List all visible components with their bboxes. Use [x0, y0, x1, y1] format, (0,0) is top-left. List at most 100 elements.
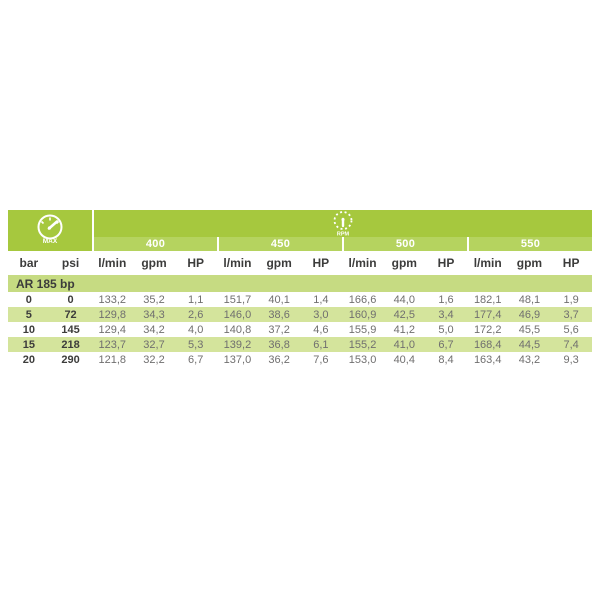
col-header-gpm: gpm	[266, 256, 292, 270]
max-pressure-header-block: MAX	[8, 210, 92, 251]
col-header-psi: psi	[61, 256, 80, 270]
value-cell: 7,6	[313, 353, 329, 366]
col-header-hp: HP	[312, 256, 330, 270]
rpm-value-550: 550	[469, 237, 592, 251]
table-row: 0 0 133,2 35,2 1,1 151,7 40,1 1,4 166,6 …	[8, 292, 592, 307]
value-cell: 166,6	[348, 293, 377, 306]
value-cell: 36,2	[268, 353, 290, 366]
psi-cell: 290	[61, 353, 80, 366]
col-header-gpm: gpm	[141, 256, 167, 270]
value-cell: 168,4	[473, 338, 502, 351]
value-cell: 40,1	[268, 293, 290, 306]
value-cell: 4,6	[313, 323, 329, 336]
col-header-gpm: gpm	[391, 256, 417, 270]
bar-cell: 0	[25, 293, 32, 306]
value-cell: 34,3	[143, 308, 165, 321]
value-cell: 32,2	[143, 353, 165, 366]
value-cell: 1,9	[563, 293, 579, 306]
model-name: AR 185 bp	[16, 276, 75, 291]
value-cell: 38,6	[268, 308, 290, 321]
max-gauge-label: MAX	[43, 238, 58, 245]
value-cell: 32,7	[143, 338, 165, 351]
value-cell: 121,8	[98, 353, 127, 366]
rpm-header-block: RPM 400 450 500 550	[94, 210, 592, 251]
bar-cell: 20	[22, 353, 35, 366]
value-cell: 133,2	[98, 293, 127, 306]
table-header-band: MAX RPM 400 450 500 550	[8, 210, 592, 251]
value-cell: 45,5	[518, 323, 541, 336]
value-cell: 140,8	[223, 323, 252, 336]
value-cell: 3,0	[313, 308, 329, 321]
rpm-values-strip: 400 450 500 550	[94, 237, 592, 251]
col-header-lmin: l/min	[473, 256, 502, 270]
value-cell: 8,4	[438, 353, 454, 366]
value-cell: 177,4	[473, 308, 502, 321]
rpm-gauge-label: RPM	[337, 232, 350, 238]
value-cell: 1,1	[188, 293, 204, 306]
value-cell: 129,4	[98, 323, 127, 336]
table-row: 10 145 129,4 34,2 4,0 140,8 37,2 4,6 155…	[8, 322, 592, 337]
value-cell: 9,3	[563, 353, 579, 366]
value-cell: 153,0	[348, 353, 377, 366]
value-cell: 40,4	[393, 353, 415, 366]
value-cell: 129,8	[98, 308, 127, 321]
value-cell: 3,7	[563, 308, 579, 321]
value-cell: 139,2	[223, 338, 252, 351]
col-header-lmin: l/min	[348, 256, 377, 270]
unit-header-row: bar psi l/min gpm HP l/min gpm HP l/min …	[8, 251, 592, 275]
value-cell: 34,2	[143, 323, 165, 336]
pump-spec-table: MAX RPM 400 450 500 550	[8, 210, 592, 367]
col-header-hp: HP	[187, 256, 205, 270]
value-cell: 146,0	[223, 308, 252, 321]
psi-cell: 218	[61, 338, 80, 351]
bar-cell: 10	[22, 323, 35, 336]
value-cell: 1,4	[313, 293, 329, 306]
value-cell: 44,5	[518, 338, 541, 351]
value-cell: 6,7	[188, 353, 204, 366]
value-cell: 5,0	[438, 323, 454, 336]
table-row: 5 72 129,8 34,3 2,6 146,0 38,6 3,0 160,9…	[8, 307, 592, 322]
value-cell: 155,9	[348, 323, 377, 336]
value-cell: 43,2	[518, 353, 541, 366]
value-cell: 6,1	[313, 338, 329, 351]
bar-cell: 5	[25, 308, 32, 321]
value-cell: 155,2	[348, 338, 377, 351]
value-cell: 41,2	[393, 323, 415, 336]
value-cell: 36,8	[268, 338, 290, 351]
model-name-band: AR 185 bp	[8, 275, 592, 292]
value-cell: 5,3	[188, 338, 204, 351]
value-cell: 160,9	[348, 308, 377, 321]
value-cell: 6,7	[438, 338, 454, 351]
rpm-gauge-icon: RPM	[333, 211, 353, 238]
rpm-band: RPM	[94, 210, 592, 237]
value-cell: 35,2	[143, 293, 165, 306]
value-cell: 163,4	[473, 353, 502, 366]
value-cell: 5,6	[563, 323, 579, 336]
value-cell: 1,6	[438, 293, 454, 306]
rpm-value-450: 450	[219, 237, 342, 251]
rpm-value-500: 500	[344, 237, 467, 251]
col-header-lmin: l/min	[98, 256, 127, 270]
max-gauge-icon: MAX	[37, 214, 63, 245]
bar-cell: 15	[22, 338, 35, 351]
value-cell: 48,1	[518, 293, 541, 306]
value-cell: 123,7	[98, 338, 127, 351]
table-row: 15 218 123,7 32,7 5,3 139,2 36,8 6,1 155…	[8, 337, 592, 352]
table-row: 20 290 121,8 32,2 6,7 137,0 36,2 7,6 153…	[8, 352, 592, 367]
psi-cell: 145	[61, 323, 80, 336]
value-cell: 37,2	[268, 323, 290, 336]
value-cell: 182,1	[473, 293, 502, 306]
col-header-hp: HP	[437, 256, 455, 270]
value-cell: 172,2	[473, 323, 502, 336]
value-cell: 137,0	[223, 353, 252, 366]
col-header-gpm: gpm	[516, 256, 543, 270]
col-header-bar: bar	[19, 256, 39, 270]
psi-cell: 72	[64, 308, 77, 321]
value-cell: 46,9	[518, 308, 541, 321]
value-cell: 42,5	[393, 308, 415, 321]
psi-cell: 0	[67, 293, 74, 306]
value-cell: 41,0	[393, 338, 415, 351]
rpm-value-400: 400	[94, 237, 217, 251]
value-cell: 151,7	[223, 293, 252, 306]
